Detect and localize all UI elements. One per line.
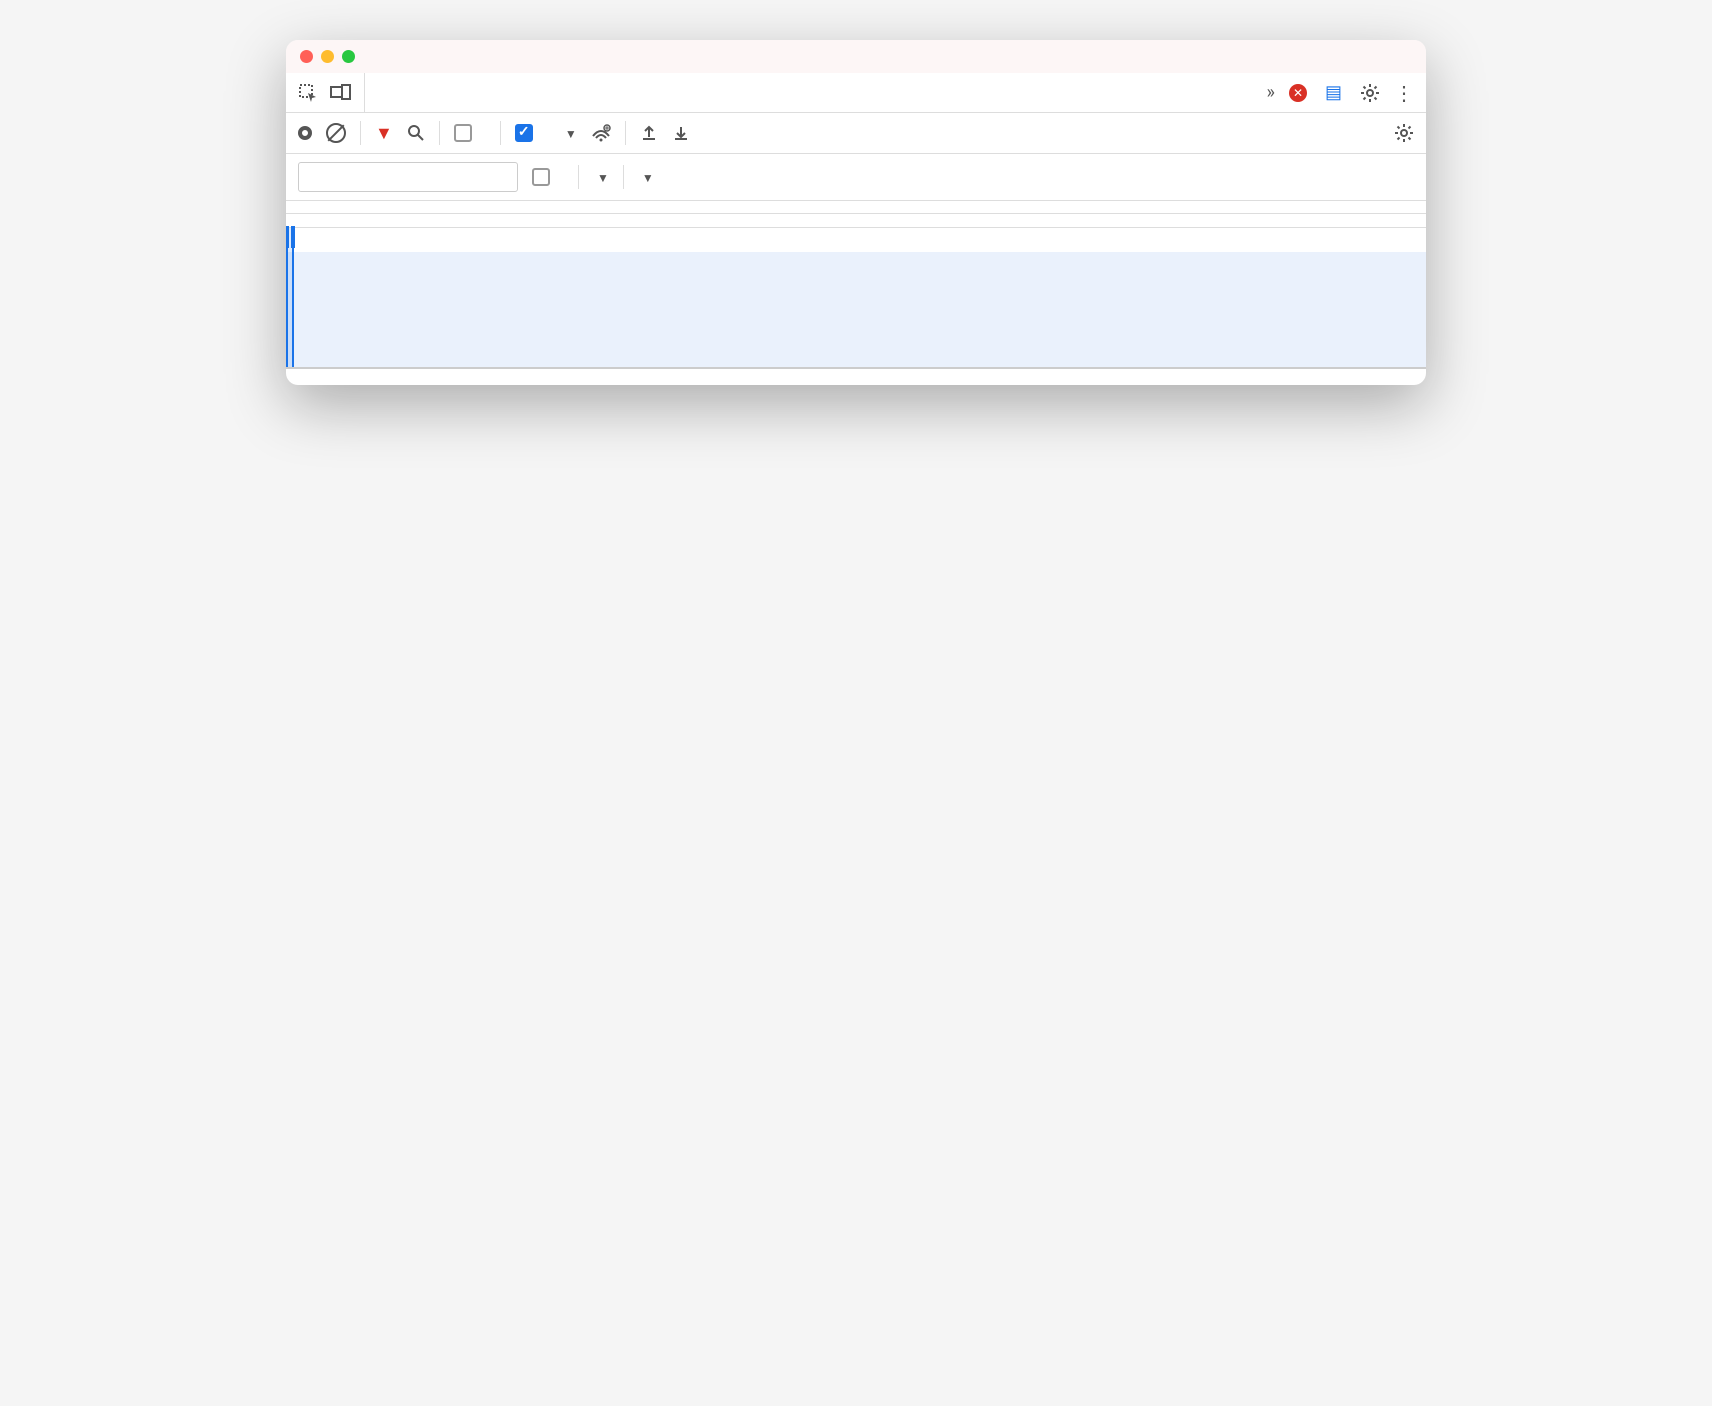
more-filters-dropdown[interactable]: ▼ (638, 168, 654, 186)
filmstrip[interactable] (286, 201, 1426, 214)
timeline-scrubber[interactable] (286, 228, 294, 367)
minimize-window-button[interactable] (321, 50, 334, 63)
divider (578, 165, 579, 189)
filter-toolbar: ▼ ▼ (286, 154, 1426, 201)
network-settings-gear-icon[interactable] (1394, 123, 1414, 143)
message-badge[interactable]: ▤ (1325, 82, 1346, 103)
status-bar (286, 368, 1426, 385)
traffic-lights (300, 50, 355, 63)
maximize-window-button[interactable] (342, 50, 355, 63)
error-icon: ✕ (1289, 84, 1307, 102)
network-toolbar: ▼ ▼ (286, 113, 1426, 154)
throttling-dropdown[interactable]: ▼ (561, 124, 577, 142)
timeline-overview[interactable] (286, 228, 1426, 368)
panel-tabs-bar: » ✕ ▤ ⋮ (286, 73, 1426, 113)
titlebar (286, 40, 1426, 73)
inspect-element-icon[interactable] (298, 83, 318, 103)
divider (625, 121, 626, 145)
close-window-button[interactable] (300, 50, 313, 63)
request-types-dropdown[interactable]: ▼ (593, 168, 609, 186)
filter-input[interactable] (298, 162, 518, 192)
divider (500, 121, 501, 145)
invert-checkbox[interactable] (532, 168, 550, 186)
kebab-menu-icon[interactable]: ⋮ (1394, 81, 1414, 105)
filmstrip-scrollbar[interactable] (286, 214, 1426, 228)
error-badge[interactable]: ✕ (1289, 84, 1311, 102)
more-tabs-chevron-icon[interactable]: » (1267, 82, 1275, 103)
divider (623, 165, 624, 189)
clear-button[interactable] (326, 123, 346, 143)
upload-har-icon[interactable] (640, 124, 658, 142)
message-icon: ▤ (1325, 82, 1342, 103)
filter-funnel-icon[interactable]: ▼ (375, 123, 393, 144)
settings-gear-icon[interactable] (1360, 83, 1380, 103)
divider (439, 121, 440, 145)
preserve-log-checkbox[interactable] (454, 124, 472, 142)
search-icon[interactable] (407, 124, 425, 142)
device-toolbar-icon[interactable] (330, 84, 352, 102)
devtools-window: » ✕ ▤ ⋮ ▼ ▼ (286, 40, 1426, 385)
panel-tabs (365, 73, 1255, 112)
network-conditions-icon[interactable] (591, 124, 611, 142)
disable-cache-checkbox[interactable] (515, 124, 533, 142)
record-button[interactable] (298, 126, 312, 140)
divider (360, 121, 361, 145)
download-har-icon[interactable] (672, 124, 690, 142)
